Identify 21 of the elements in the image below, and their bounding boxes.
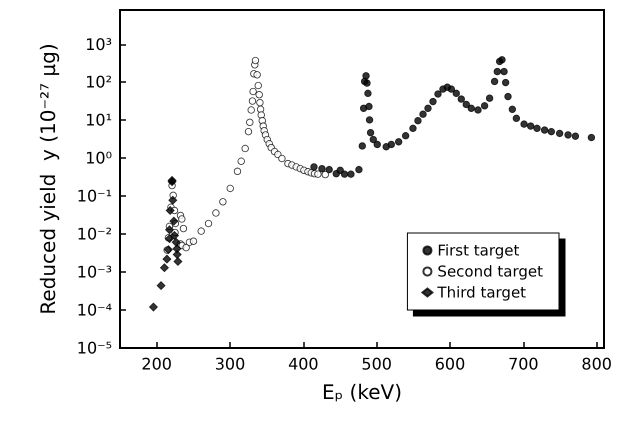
x-tick-label: 200 — [141, 354, 172, 374]
legend-label: Second target — [437, 262, 544, 280]
y-tick-label: 10⁻³ — [76, 262, 112, 282]
y-tick-label: 10⁰ — [85, 148, 112, 168]
y-tick-label: 10⁻⁵ — [76, 338, 112, 358]
legend-label: First target — [437, 242, 520, 260]
y-tick-label: 10⁻¹ — [76, 186, 112, 206]
x-axis-title: Eₚ (keV) — [322, 380, 402, 404]
x-tick-label: 400 — [288, 354, 319, 374]
x-tick-label: 600 — [434, 354, 466, 374]
y-tick-label: 10⁻² — [76, 224, 112, 244]
x-tick-label: 800 — [581, 354, 612, 374]
y-tick-label: 10¹ — [85, 110, 112, 130]
y-axis-title: Reduced yield y (10⁻²⁷ μg) — [36, 43, 60, 315]
y-tick-label: 10² — [85, 72, 112, 92]
x-tick-label: 500 — [361, 354, 392, 374]
x-tick-label: 300 — [214, 354, 246, 374]
x-tick-label: 700 — [508, 354, 539, 374]
y-tick-label: 10⁻⁴ — [76, 300, 112, 320]
legend-label: Third target — [436, 284, 526, 302]
y-tick-label: 10³ — [85, 34, 112, 54]
